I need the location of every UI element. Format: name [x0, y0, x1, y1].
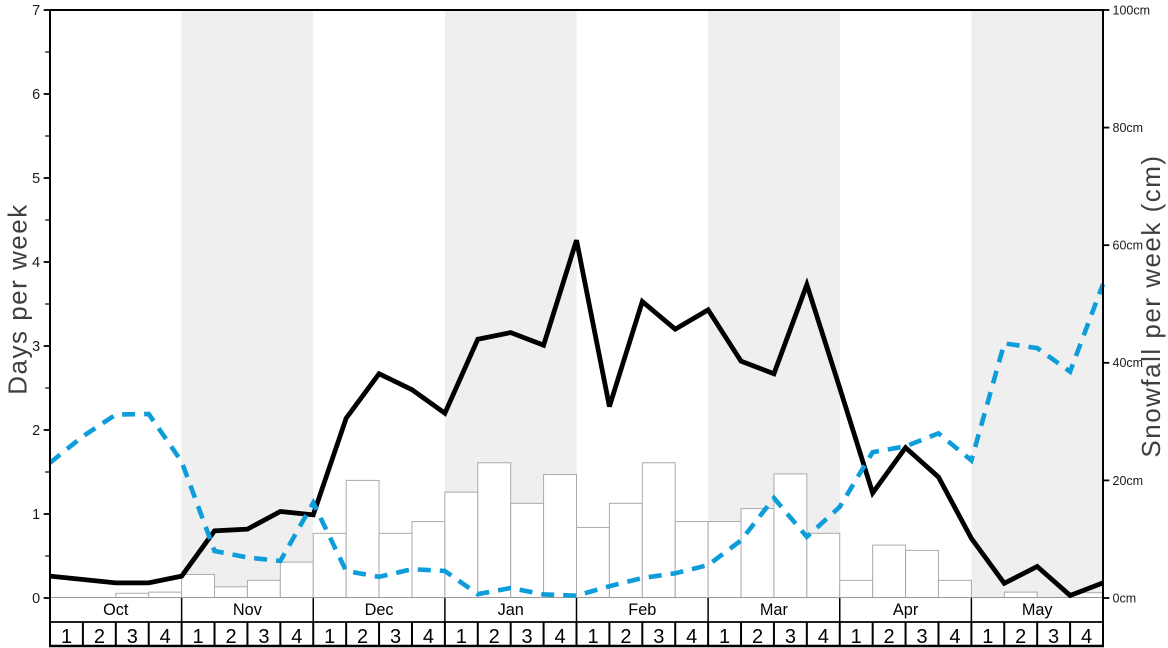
svg-text:4: 4 [32, 255, 40, 271]
svg-text:Nov: Nov [233, 601, 263, 619]
svg-text:Mar: Mar [760, 601, 789, 619]
svg-text:Feb: Feb [628, 601, 656, 619]
svg-text:3: 3 [1048, 626, 1059, 648]
svg-text:2: 2 [225, 626, 236, 648]
svg-text:4: 4 [291, 626, 302, 648]
svg-text:2: 2 [32, 423, 40, 439]
svg-text:6: 6 [32, 87, 40, 103]
svg-text:40cm: 40cm [1113, 356, 1144, 370]
svg-text:Apr: Apr [893, 601, 919, 619]
svg-text:Dec: Dec [365, 601, 394, 619]
svg-text:1: 1 [32, 507, 40, 523]
svg-text:4: 4 [949, 626, 960, 648]
svg-text:1: 1 [851, 626, 862, 648]
svg-text:1: 1 [587, 626, 598, 648]
svg-text:80cm: 80cm [1113, 121, 1144, 135]
svg-text:Days per week: Days per week [3, 203, 33, 394]
svg-text:1: 1 [193, 626, 204, 648]
svg-text:1: 1 [61, 626, 72, 648]
svg-text:2: 2 [94, 626, 105, 648]
svg-text:3: 3 [653, 626, 664, 648]
svg-text:4: 4 [160, 626, 171, 648]
svg-text:3: 3 [916, 626, 927, 648]
svg-text:Snowfall per week (cm): Snowfall per week (cm) [1136, 154, 1166, 457]
svg-text:4: 4 [818, 626, 829, 648]
svg-text:3: 3 [390, 626, 401, 648]
svg-text:1: 1 [982, 626, 993, 648]
svg-text:20cm: 20cm [1113, 474, 1144, 488]
svg-text:3: 3 [127, 626, 138, 648]
svg-text:1: 1 [456, 626, 467, 648]
svg-text:1: 1 [719, 626, 730, 648]
svg-text:2: 2 [489, 626, 500, 648]
svg-text:2: 2 [752, 626, 763, 648]
svg-text:3: 3 [522, 626, 533, 648]
svg-text:Oct: Oct [103, 601, 129, 619]
svg-text:2: 2 [884, 626, 895, 648]
svg-text:0cm: 0cm [1113, 591, 1137, 605]
svg-text:May: May [1022, 601, 1054, 619]
svg-text:2: 2 [357, 626, 368, 648]
svg-text:3: 3 [32, 339, 40, 355]
svg-text:2: 2 [620, 626, 631, 648]
svg-text:100cm: 100cm [1113, 3, 1151, 17]
svg-text:4: 4 [1081, 626, 1092, 648]
svg-text:7: 7 [32, 3, 40, 19]
svg-text:4: 4 [423, 626, 434, 648]
svg-text:2: 2 [1015, 626, 1026, 648]
svg-text:4: 4 [686, 626, 697, 648]
svg-text:60cm: 60cm [1113, 239, 1144, 253]
svg-text:3: 3 [785, 626, 796, 648]
svg-text:1: 1 [324, 626, 335, 648]
svg-text:5: 5 [32, 171, 40, 187]
svg-text:3: 3 [258, 626, 269, 648]
svg-text:0: 0 [32, 591, 40, 607]
svg-text:4: 4 [554, 626, 565, 648]
svg-text:Jan: Jan [498, 601, 524, 619]
